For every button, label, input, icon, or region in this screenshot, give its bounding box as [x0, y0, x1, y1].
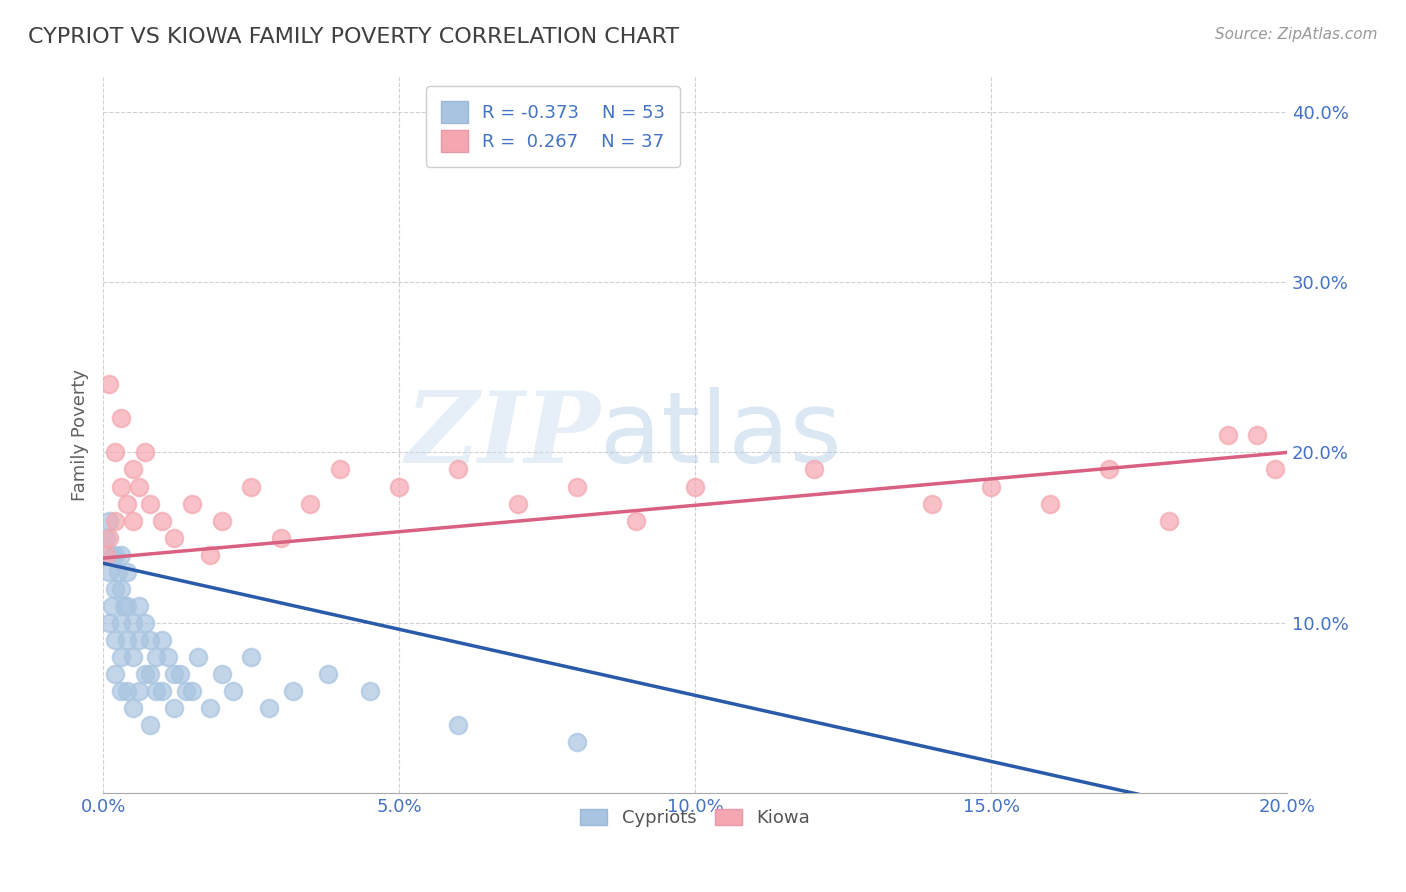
Point — [104, 514, 127, 528]
Point — [683, 479, 706, 493]
Point — [107, 565, 129, 579]
Point — [101, 599, 124, 613]
Point — [121, 514, 143, 528]
Point — [1098, 462, 1121, 476]
Point — [281, 684, 304, 698]
Point — [187, 650, 209, 665]
Point — [115, 632, 138, 647]
Point — [1039, 497, 1062, 511]
Point — [1264, 462, 1286, 476]
Point — [1157, 514, 1180, 528]
Point — [115, 497, 138, 511]
Point — [329, 462, 352, 476]
Point — [134, 615, 156, 630]
Point — [174, 684, 197, 698]
Point — [150, 684, 173, 698]
Point — [145, 650, 167, 665]
Point — [270, 531, 292, 545]
Point — [110, 582, 132, 596]
Point — [139, 632, 162, 647]
Point — [121, 701, 143, 715]
Point — [169, 667, 191, 681]
Point — [1246, 428, 1268, 442]
Point — [98, 514, 121, 528]
Point — [150, 632, 173, 647]
Point — [257, 701, 280, 715]
Point — [506, 497, 529, 511]
Point — [128, 479, 150, 493]
Point — [134, 667, 156, 681]
Point — [128, 599, 150, 613]
Text: CYPRIOT VS KIOWA FAMILY POVERTY CORRELATION CHART: CYPRIOT VS KIOWA FAMILY POVERTY CORRELAT… — [28, 27, 679, 46]
Point — [110, 684, 132, 698]
Point — [240, 650, 263, 665]
Y-axis label: Family Poverty: Family Poverty — [72, 369, 89, 501]
Point — [98, 565, 121, 579]
Point — [104, 548, 127, 562]
Point — [104, 667, 127, 681]
Point — [803, 462, 825, 476]
Point — [980, 479, 1002, 493]
Point — [98, 377, 121, 392]
Point — [128, 632, 150, 647]
Point — [112, 599, 135, 613]
Point — [921, 497, 943, 511]
Point — [134, 445, 156, 459]
Point — [98, 531, 121, 545]
Point — [121, 650, 143, 665]
Point — [163, 667, 186, 681]
Point — [316, 667, 339, 681]
Point — [163, 531, 186, 545]
Point — [110, 650, 132, 665]
Point — [565, 479, 588, 493]
Point — [110, 548, 132, 562]
Point — [198, 701, 221, 715]
Point — [198, 548, 221, 562]
Point — [139, 718, 162, 732]
Point — [388, 479, 411, 493]
Point — [181, 684, 204, 698]
Point — [98, 615, 121, 630]
Point — [145, 684, 167, 698]
Point — [150, 514, 173, 528]
Point — [240, 479, 263, 493]
Point — [110, 479, 132, 493]
Point — [104, 582, 127, 596]
Point — [121, 462, 143, 476]
Point — [222, 684, 245, 698]
Point — [94, 531, 117, 545]
Point — [110, 411, 132, 425]
Point — [447, 718, 470, 732]
Point — [211, 514, 233, 528]
Point — [211, 667, 233, 681]
Point — [128, 684, 150, 698]
Point — [181, 497, 204, 511]
Point — [104, 632, 127, 647]
Point — [101, 548, 124, 562]
Point — [121, 615, 143, 630]
Point — [104, 445, 127, 459]
Point — [115, 684, 138, 698]
Point — [115, 565, 138, 579]
Legend: Cypriots, Kiowa: Cypriots, Kiowa — [574, 802, 817, 834]
Point — [299, 497, 322, 511]
Point — [447, 462, 470, 476]
Point — [157, 650, 180, 665]
Point — [624, 514, 647, 528]
Point — [1216, 428, 1239, 442]
Point — [565, 735, 588, 749]
Point — [110, 615, 132, 630]
Point — [163, 701, 186, 715]
Point — [115, 599, 138, 613]
Text: Source: ZipAtlas.com: Source: ZipAtlas.com — [1215, 27, 1378, 42]
Text: ZIP: ZIP — [405, 387, 600, 483]
Point — [94, 548, 117, 562]
Point — [359, 684, 381, 698]
Point — [139, 497, 162, 511]
Text: atlas: atlas — [600, 387, 842, 483]
Point — [139, 667, 162, 681]
